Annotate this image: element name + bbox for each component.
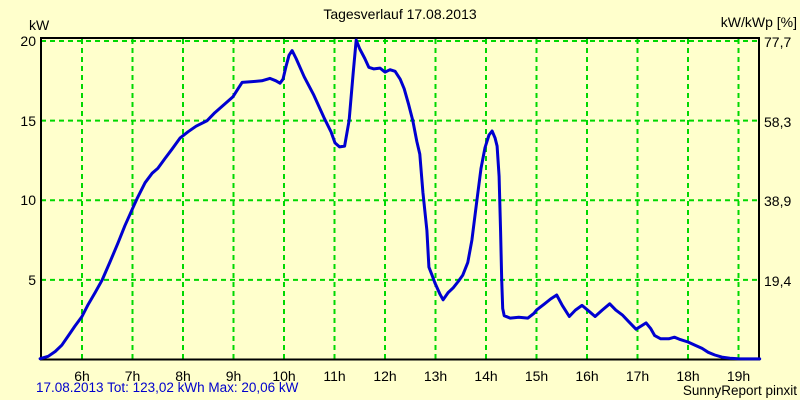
right-tick-77,7: 77,7: [764, 34, 792, 50]
x-tick-19h: 19h: [726, 368, 751, 384]
x-tick-15h: 15h: [524, 368, 549, 384]
x-tick-10h: 10h: [272, 368, 296, 384]
right-tick-19,4: 19,4: [764, 272, 792, 289]
right-tick-38,9: 38,9: [764, 193, 792, 210]
left-tick-20: 20: [20, 33, 36, 49]
x-tick-16h: 16h: [575, 368, 599, 384]
x-tick-8h: 8h: [175, 368, 191, 384]
x-tick-12h: 12h: [373, 368, 397, 384]
right-axis-title: kW/kWp [%]: [720, 14, 797, 30]
power-curve: [38, 38, 762, 361]
credit-text: SunnyReport pinxit: [682, 383, 797, 398]
x-tick-18h: 18h: [676, 368, 700, 384]
left-tick-5: 5: [28, 271, 36, 288]
x-tick-13h: 13h: [423, 368, 448, 384]
left-tick-15: 15: [20, 112, 36, 129]
plot-border: [40, 37, 760, 361]
x-tick-9h: 9h: [225, 368, 242, 384]
summary-text: 17.08.2013 Tot: 123,02 kWh Max: 20,06 kW: [36, 380, 299, 395]
left-axis-title: kW: [29, 17, 50, 33]
x-tick-11h: 11h: [323, 368, 346, 384]
left-tick-10: 10: [20, 192, 36, 209]
right-tick-58,3: 58,3: [764, 113, 792, 130]
gridlines: [41, 39, 759, 359]
x-tick-17h: 17h: [625, 368, 650, 384]
x-tick-14h: 14h: [474, 368, 498, 384]
x-tick-7h: 7h: [124, 368, 141, 384]
x-tick-6h: 6h: [74, 368, 90, 384]
chart-title: Tagesverlauf 17.08.2013: [323, 6, 477, 22]
